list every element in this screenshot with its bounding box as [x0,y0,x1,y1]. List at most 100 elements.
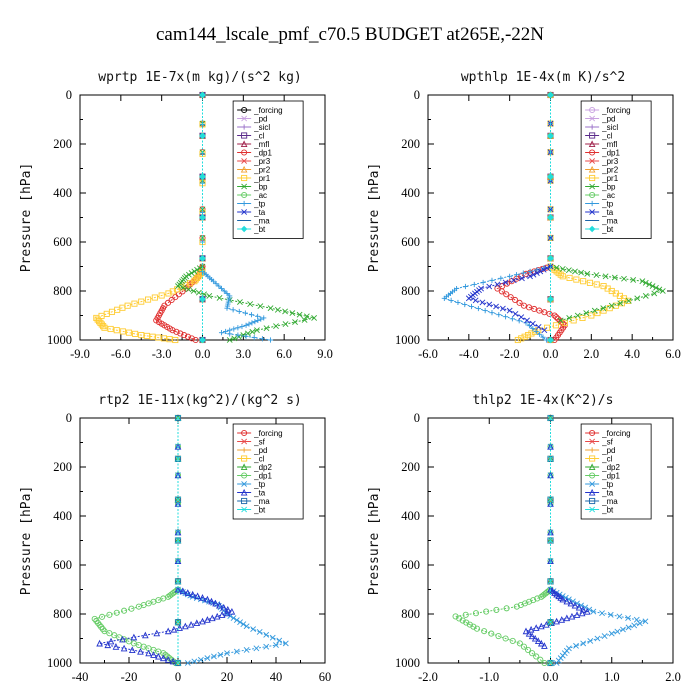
legend-label: _pr3 [253,157,271,166]
data-point [177,330,184,337]
data-point [194,592,201,600]
data-point [112,643,120,650]
data-point [659,288,666,294]
data-point [242,310,248,316]
data-point [553,268,560,275]
data-point [547,455,554,462]
data-point [218,285,225,292]
data-point [480,279,486,286]
legend-label: _dp1 [253,472,272,481]
data-point [169,657,177,665]
data-point [107,637,115,645]
legend-marker [589,447,595,453]
data-point [137,647,144,655]
data-point [580,640,587,647]
legend-marker [589,174,596,182]
data-point [149,333,156,340]
data-point [653,284,659,291]
data-point [253,645,260,652]
legend-label: _forcing [601,429,630,438]
data-point [125,638,133,645]
data-point [486,283,493,290]
panel-title: wpthlp 1E-4x(m K)/s^2 [461,70,625,85]
data-point [269,634,276,641]
data-point [606,305,613,312]
data-point [199,336,206,344]
series-line [99,418,234,664]
series-tp [441,92,554,343]
data-point [553,617,560,625]
data-point [566,315,573,321]
legend-label: _cl [601,455,612,464]
data-point [473,625,481,632]
data-point [107,325,114,333]
y-tick-label: 0 [414,88,420,102]
legend-marker [241,438,248,445]
data-point [164,627,172,635]
data-point [216,601,223,609]
x-tick-label: -2.0 [418,670,438,684]
data-point [199,255,206,262]
data-point [472,297,479,304]
data-point [594,310,601,317]
data-point [547,234,554,241]
legend-label: _tp [601,200,614,209]
x-tick-label: 0 [175,670,181,684]
data-point [547,255,554,262]
data-point [586,279,594,286]
data-point [216,283,222,289]
x-tick-label: 4.0 [624,347,640,361]
data-point [239,323,245,330]
data-point [530,597,537,604]
data-point [151,294,158,301]
data-point [563,614,571,622]
data-point [462,611,469,618]
data-point [573,611,581,618]
legend-label: _ma [253,497,270,506]
data-point [553,264,560,271]
legend-label: _pd [601,446,615,455]
data-point [599,610,605,617]
y-tick-label: 600 [53,558,72,572]
legend-marker [589,438,596,445]
chart-panel-4: thlp2 1E-4x(K^2)/s Pressure [hPa] -2.0 -1.0… [367,393,681,684]
data-point [164,299,172,306]
data-point [656,286,663,293]
data-point [237,299,243,305]
legend-marker [589,183,596,190]
legend-label: _cl [253,455,264,464]
y-axis-label: Pressure [hPa] [19,163,34,273]
series-dp1 [153,91,206,344]
data-point [199,214,206,221]
data-point [593,272,600,278]
data-point [493,303,499,310]
legend-label: _sf [601,438,613,447]
data-point [172,336,179,344]
data-point [150,598,157,605]
legend-marker [588,488,596,496]
data-point [150,651,157,658]
data-point [590,608,597,615]
legend-marker [241,497,248,505]
data-point [507,294,514,301]
data-point [537,268,544,275]
legend-marker [588,225,596,233]
legend-marker [589,149,596,156]
legend-marker [241,106,248,114]
legend-label: _ma [601,217,618,226]
legend-label: _ta [253,208,266,217]
data-point [224,290,230,297]
data-point [568,612,576,620]
legend-marker [240,140,248,148]
y-tick-label: 600 [53,235,72,249]
data-point [547,557,554,564]
data-point [526,598,533,605]
y-tick-label: 200 [401,137,420,151]
legend-label: _bt [601,225,614,234]
data-point [547,214,554,221]
data-point [503,291,510,298]
series-bt [547,415,554,666]
data-point [608,302,615,309]
legend-marker [589,106,596,114]
y-tick-label: 400 [53,509,72,523]
